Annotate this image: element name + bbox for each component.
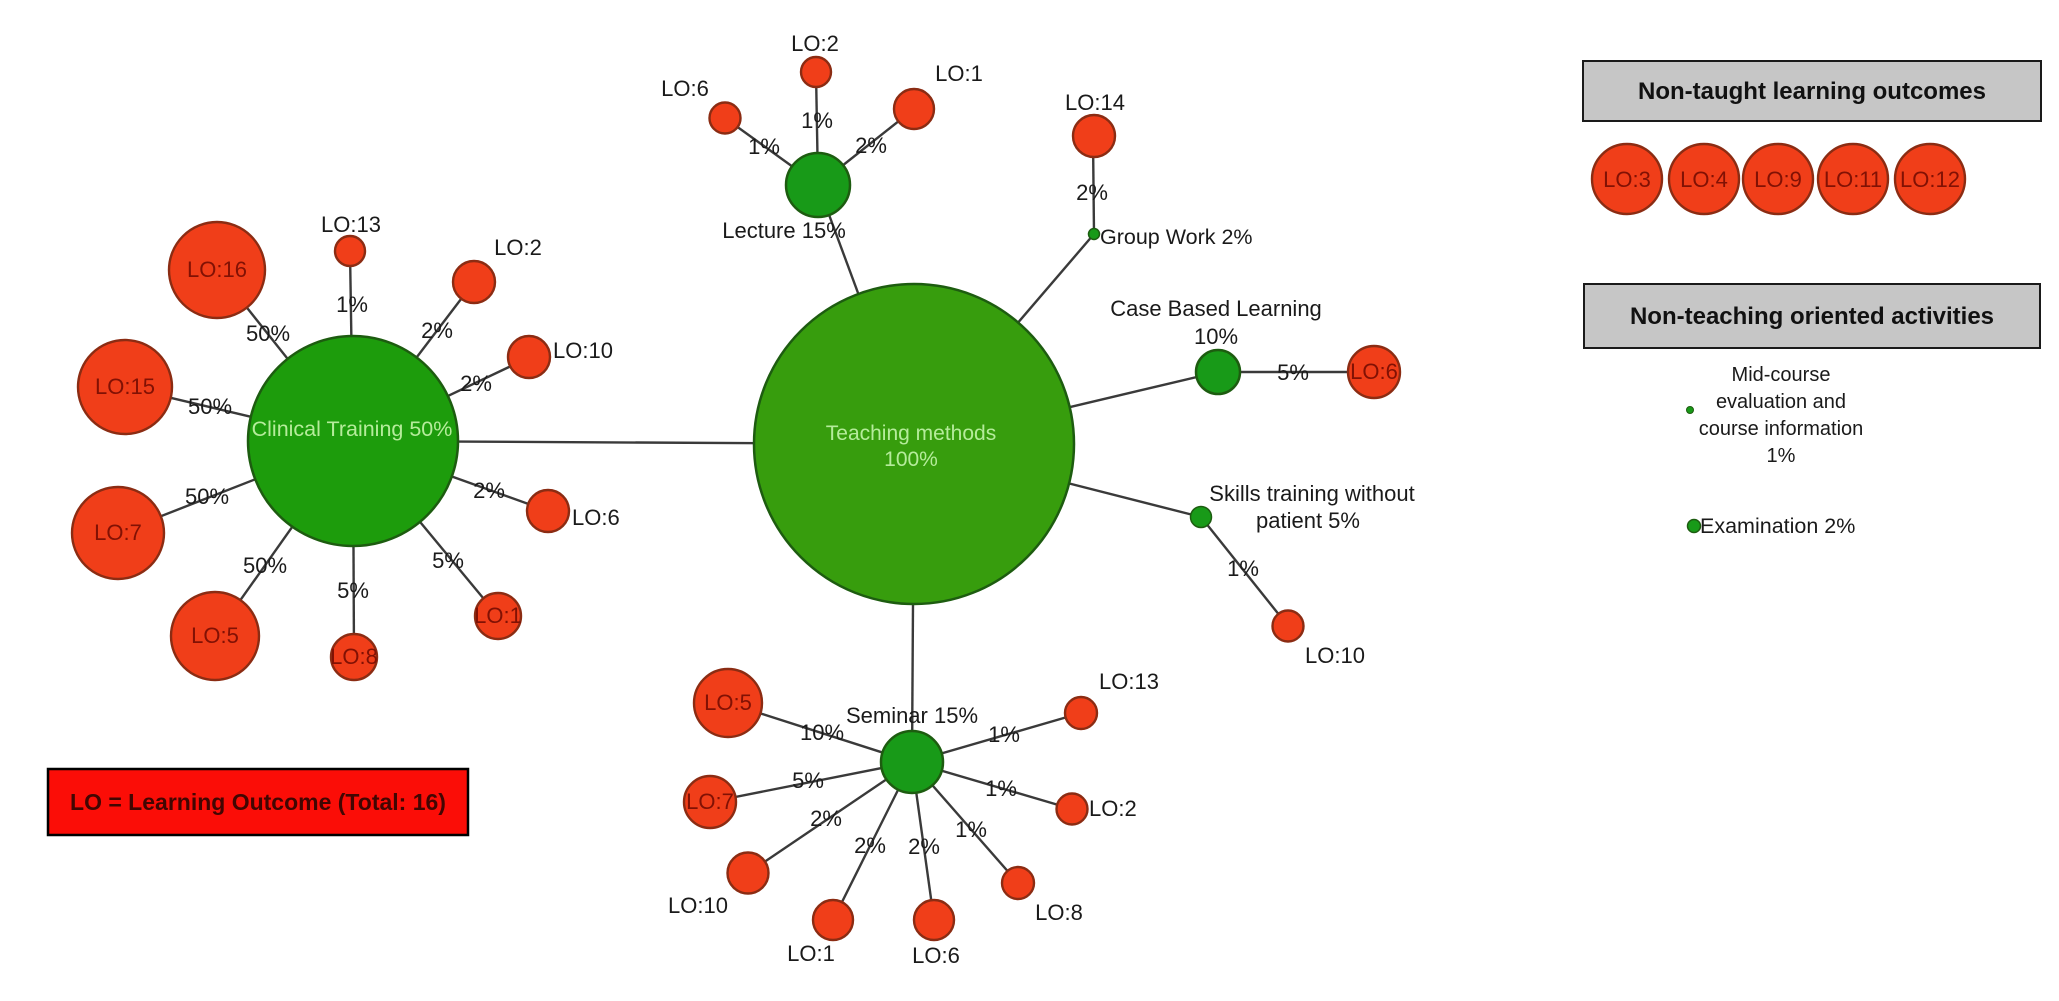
svg-text:course information: course information xyxy=(1699,418,1864,440)
svg-text:LO:12: LO:12 xyxy=(1900,167,1960,192)
svg-text:LO:13: LO:13 xyxy=(321,212,381,237)
svg-text:100%: 100% xyxy=(884,448,938,471)
svg-text:patient 5%: patient 5% xyxy=(1256,508,1360,533)
svg-text:LO:7: LO:7 xyxy=(94,520,142,545)
svg-text:50%: 50% xyxy=(185,484,229,509)
svg-text:5%: 5% xyxy=(337,578,369,603)
svg-text:LO:5: LO:5 xyxy=(191,623,239,648)
svg-text:LO:16: LO:16 xyxy=(187,257,247,282)
svg-text:Non-taught learning outcomes: Non-taught learning outcomes xyxy=(1638,78,1986,105)
svg-text:LO:13: LO:13 xyxy=(1099,669,1159,694)
svg-text:10%: 10% xyxy=(1194,324,1238,349)
svg-text:Teaching methods: Teaching methods xyxy=(826,422,996,445)
svg-text:LO:10: LO:10 xyxy=(668,893,728,918)
svg-text:LO:2: LO:2 xyxy=(1089,796,1137,821)
svg-text:Case Based Learning: Case Based Learning xyxy=(1110,296,1322,321)
svg-text:5%: 5% xyxy=(432,548,464,573)
svg-text:LO:9: LO:9 xyxy=(1754,167,1802,192)
svg-text:5%: 5% xyxy=(792,768,824,793)
svg-text:1%: 1% xyxy=(988,722,1020,747)
svg-text:LO:8: LO:8 xyxy=(330,644,378,669)
svg-text:evaluation and: evaluation and xyxy=(1716,391,1846,413)
svg-text:1%: 1% xyxy=(801,108,833,133)
svg-text:LO:6: LO:6 xyxy=(912,943,960,968)
svg-text:LO = Learning Outcome (Total:: LO = Learning Outcome (Total: 16) xyxy=(70,789,446,815)
svg-text:1%: 1% xyxy=(1767,445,1796,467)
svg-text:LO:10: LO:10 xyxy=(553,338,613,363)
svg-text:LO:6: LO:6 xyxy=(1350,359,1398,384)
svg-text:10%: 10% xyxy=(800,720,844,745)
svg-text:LO:1: LO:1 xyxy=(935,61,983,86)
svg-text:Group Work 2%: Group Work 2% xyxy=(1100,225,1253,249)
svg-text:2%: 2% xyxy=(854,833,886,858)
svg-text:Skills training without: Skills training without xyxy=(1209,481,1414,506)
svg-text:2%: 2% xyxy=(810,806,842,831)
svg-text:5%: 5% xyxy=(1277,360,1309,385)
svg-text:2%: 2% xyxy=(421,318,453,343)
svg-text:LO:14: LO:14 xyxy=(1065,90,1125,115)
svg-text:Clinical Training 50%: Clinical Training 50% xyxy=(252,417,453,441)
svg-text:1%: 1% xyxy=(955,817,987,842)
svg-text:1%: 1% xyxy=(1227,556,1259,581)
svg-text:LO:2: LO:2 xyxy=(791,31,839,56)
svg-text:50%: 50% xyxy=(243,553,287,578)
svg-text:LO:6: LO:6 xyxy=(572,505,620,530)
svg-text:LO:5: LO:5 xyxy=(704,690,752,715)
svg-text:Seminar 15%: Seminar 15% xyxy=(846,703,978,728)
svg-text:1%: 1% xyxy=(336,292,368,317)
svg-text:2%: 2% xyxy=(1076,180,1108,205)
svg-text:LO:15: LO:15 xyxy=(95,374,155,399)
svg-text:2%: 2% xyxy=(855,133,887,158)
svg-text:LO:10: LO:10 xyxy=(1305,643,1365,668)
svg-text:LO:8: LO:8 xyxy=(1035,900,1083,925)
svg-text:LO:7: LO:7 xyxy=(686,789,734,814)
svg-text:LO:6: LO:6 xyxy=(661,76,709,101)
svg-text:1%: 1% xyxy=(985,776,1017,801)
svg-text:Examination 2%: Examination 2% xyxy=(1700,514,1855,538)
svg-text:Lecture 15%: Lecture 15% xyxy=(722,218,846,243)
svg-text:2%: 2% xyxy=(473,478,505,503)
svg-text:LO:1: LO:1 xyxy=(787,941,835,966)
svg-text:1%: 1% xyxy=(748,134,780,159)
svg-text:LO:1: LO:1 xyxy=(474,603,522,628)
svg-text:2%: 2% xyxy=(460,371,492,396)
svg-text:LO:3: LO:3 xyxy=(1603,167,1651,192)
svg-text:Mid-course: Mid-course xyxy=(1732,364,1831,386)
svg-text:LO:2: LO:2 xyxy=(494,235,542,260)
svg-text:LO:11: LO:11 xyxy=(1824,167,1882,192)
svg-text:LO:4: LO:4 xyxy=(1680,167,1728,192)
svg-text:2%: 2% xyxy=(908,834,940,859)
svg-text:50%: 50% xyxy=(246,321,290,346)
svg-text:Non-teaching oriented activiti: Non-teaching oriented activities xyxy=(1630,303,1994,330)
svg-text:50%: 50% xyxy=(188,394,232,419)
